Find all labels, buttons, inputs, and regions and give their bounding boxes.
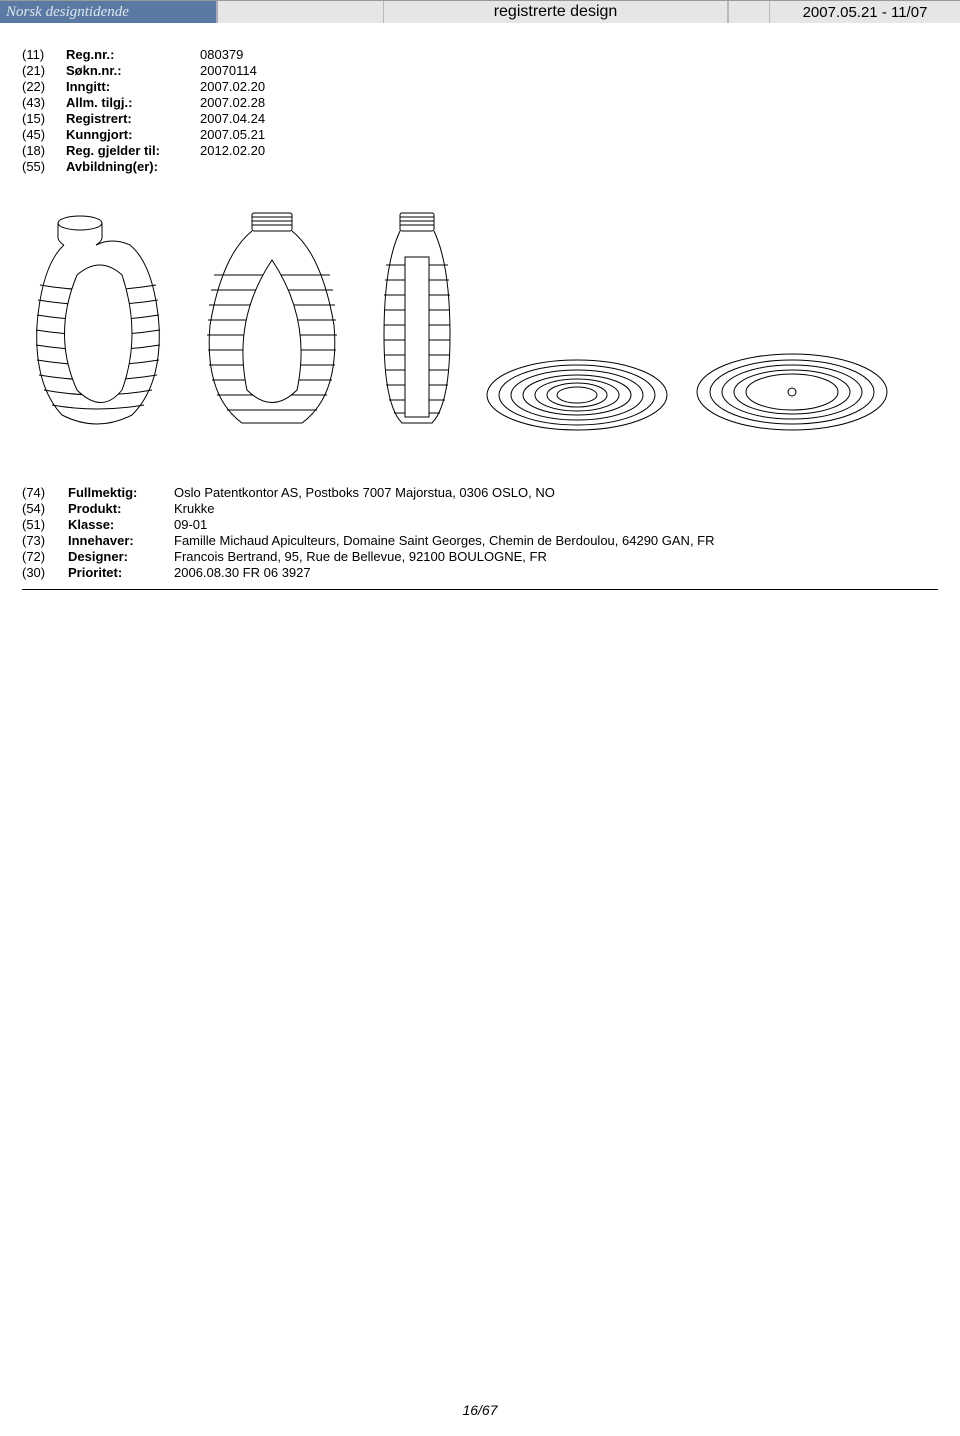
field-value: 2012.02.20 [200, 143, 269, 159]
field-value: 20070114 [200, 63, 269, 79]
design-view-perspective [22, 205, 172, 435]
header-center-title: registrerte design [384, 1, 729, 23]
section-divider [22, 589, 938, 590]
field-value: 2007.02.20 [200, 79, 269, 95]
field-value: 080379 [200, 47, 269, 63]
field-label: Allm. tilgj.: [66, 95, 200, 111]
field-row: (74)Fullmektig:Oslo Patentkontor AS, Pos… [22, 485, 721, 501]
field-row: (11)Reg.nr.:080379 [22, 47, 269, 63]
header-bar: Norsk designtidende registrerte design 2… [0, 0, 960, 23]
registration-fields: (11)Reg.nr.:080379(21)Søkn.nr.:20070114(… [22, 47, 269, 175]
header-brand: Norsk designtidende [0, 1, 218, 23]
design-view-side [372, 205, 462, 435]
field-code: (51) [22, 517, 68, 533]
field-label: Klasse: [68, 517, 174, 533]
design-view-bottom-2 [692, 350, 892, 435]
field-row: (30)Prioritet:2006.08.30 FR 06 3927 [22, 565, 721, 581]
field-code: (55) [22, 159, 66, 175]
field-row: (51)Klasse:09-01 [22, 517, 721, 533]
field-label: Innehaver: [68, 533, 174, 549]
field-label: Reg. gjelder til: [66, 143, 200, 159]
design-images-row [22, 205, 938, 435]
field-value: Famille Michaud Apiculteurs, Domaine Sai… [174, 533, 721, 549]
field-value [200, 159, 269, 175]
field-label: Prioritet: [68, 565, 174, 581]
field-row: (45)Kunngjort:2007.05.21 [22, 127, 269, 143]
field-value: 2007.02.28 [200, 95, 269, 111]
page-number: 16/67 [0, 1402, 960, 1418]
field-code: (11) [22, 47, 66, 63]
field-value: Oslo Patentkontor AS, Postboks 7007 Majo… [174, 485, 721, 501]
header-spacer-2 [729, 1, 770, 23]
field-code: (43) [22, 95, 66, 111]
field-label: Kunngjort: [66, 127, 200, 143]
header-spacer-1 [218, 1, 384, 23]
field-value: Krukke [174, 501, 721, 517]
field-code: (30) [22, 565, 68, 581]
field-code: (15) [22, 111, 66, 127]
field-label: Designer: [68, 549, 174, 565]
field-value: 2006.08.30 FR 06 3927 [174, 565, 721, 581]
field-value: Francois Bertrand, 95, Rue de Bellevue, … [174, 549, 721, 565]
field-label: Reg.nr.: [66, 47, 200, 63]
field-row: (15)Registrert:2007.04.24 [22, 111, 269, 127]
field-row: (22)Inngitt:2007.02.20 [22, 79, 269, 95]
field-code: (54) [22, 501, 68, 517]
field-value: 2007.04.24 [200, 111, 269, 127]
field-row: (72)Designer:Francois Bertrand, 95, Rue … [22, 549, 721, 565]
field-row: (43)Allm. tilgj.:2007.02.28 [22, 95, 269, 111]
field-code: (73) [22, 533, 68, 549]
field-code: (18) [22, 143, 66, 159]
field-label: Produkt: [68, 501, 174, 517]
field-code: (72) [22, 549, 68, 565]
field-label: Registrert: [66, 111, 200, 127]
field-code: (21) [22, 63, 66, 79]
field-code: (74) [22, 485, 68, 501]
field-label: Inngitt: [66, 79, 200, 95]
header-issue: 2007.05.21 - 11/07 [770, 1, 960, 23]
field-label: Fullmektig: [68, 485, 174, 501]
field-row: (73)Innehaver:Famille Michaud Apiculteur… [22, 533, 721, 549]
field-row: (55)Avbildning(er): [22, 159, 269, 175]
field-label: Søkn.nr.: [66, 63, 200, 79]
field-row: (21)Søkn.nr.:20070114 [22, 63, 269, 79]
field-row: (18)Reg. gjelder til:2012.02.20 [22, 143, 269, 159]
field-value: 09-01 [174, 517, 721, 533]
field-label: Avbildning(er): [66, 159, 200, 175]
field-code: (22) [22, 79, 66, 95]
field-value: 2007.05.21 [200, 127, 269, 143]
design-view-front [192, 205, 352, 435]
design-view-bottom-1 [482, 355, 672, 435]
bibliographic-fields: (74)Fullmektig:Oslo Patentkontor AS, Pos… [22, 485, 721, 581]
field-code: (45) [22, 127, 66, 143]
field-row: (54)Produkt:Krukke [22, 501, 721, 517]
